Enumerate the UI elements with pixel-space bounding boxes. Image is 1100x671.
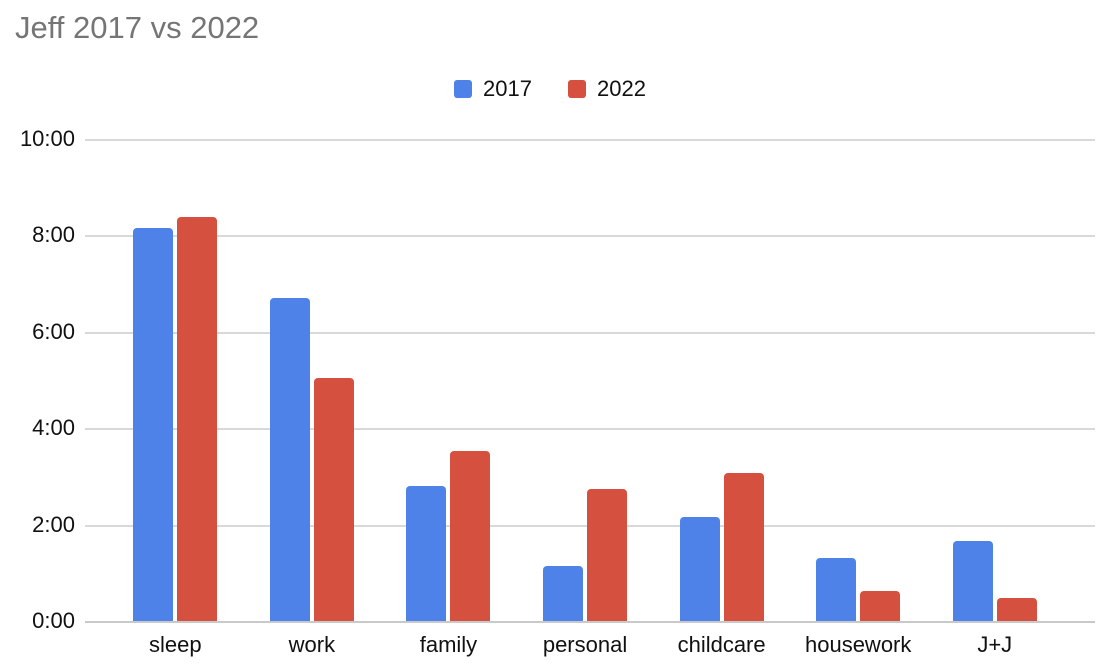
bar-group-housework [790, 139, 927, 621]
chart-title: Jeff 2017 vs 2022 [15, 10, 260, 45]
baseline [85, 621, 1095, 623]
gridline [85, 428, 1095, 430]
bar-2022-sleep[interactable] [177, 217, 218, 621]
bar-group-work [244, 139, 381, 621]
bar-2022-work[interactable] [313, 377, 354, 621]
x-axis: sleep work family personal childcare housewor… [107, 631, 1063, 661]
y-tick-label: 0:00 [32, 608, 75, 633]
x-tick-label: personal [542, 632, 628, 657]
gridline [85, 235, 1095, 237]
bar-2022-personal[interactable] [587, 489, 628, 621]
bar-2022-childcare[interactable] [723, 472, 764, 621]
bar-group-childcare [653, 139, 790, 621]
x-tick-label: childcare [677, 632, 766, 657]
legend-label: 2022 [597, 76, 646, 101]
legend-item-2022[interactable]: 2022 [568, 78, 646, 100]
x-tick-label: family [419, 632, 478, 657]
bar-group-J+J [926, 139, 1063, 621]
bar-2017-sleep[interactable] [133, 228, 174, 621]
legend-swatch [454, 80, 473, 98]
bar-group-family [380, 139, 517, 621]
bar-group-personal [517, 139, 654, 621]
bars-container [107, 139, 1063, 621]
bar-2017-family[interactable] [406, 486, 447, 621]
bar-2017-personal[interactable] [543, 565, 584, 621]
legend-label: 2017 [483, 76, 532, 101]
bar-2017-housework[interactable] [816, 558, 857, 621]
y-tick-label: 8:00 [32, 222, 75, 248]
gridline [85, 332, 1095, 334]
bar-2022-housework[interactable] [860, 590, 901, 621]
bar-2017-J+J[interactable] [952, 541, 993, 621]
y-tick-label: 4:00 [32, 415, 75, 441]
y-tick-label: 10:00 [19, 126, 75, 151]
x-tick-label: housework [804, 632, 912, 657]
chart-legend: 2017 2022 [0, 76, 1100, 102]
bar-2017-childcare[interactable] [679, 517, 720, 621]
bar-group-sleep [107, 139, 244, 621]
y-tick-label: 6:00 [32, 318, 75, 344]
legend-swatch [568, 80, 586, 98]
x-tick-label: sleep [148, 632, 202, 657]
x-tick-label: work [288, 632, 336, 657]
y-tick-label: 2:00 [32, 511, 75, 537]
x-tick-label: J+J [977, 632, 1013, 657]
bar-2022-J+J[interactable] [996, 597, 1037, 621]
bar-2022-family[interactable] [450, 451, 491, 621]
legend-item-2017[interactable]: 2017 [454, 78, 532, 100]
plot-area [85, 139, 1095, 623]
gridline [85, 139, 1095, 141]
bar-2017-work[interactable] [269, 298, 310, 621]
